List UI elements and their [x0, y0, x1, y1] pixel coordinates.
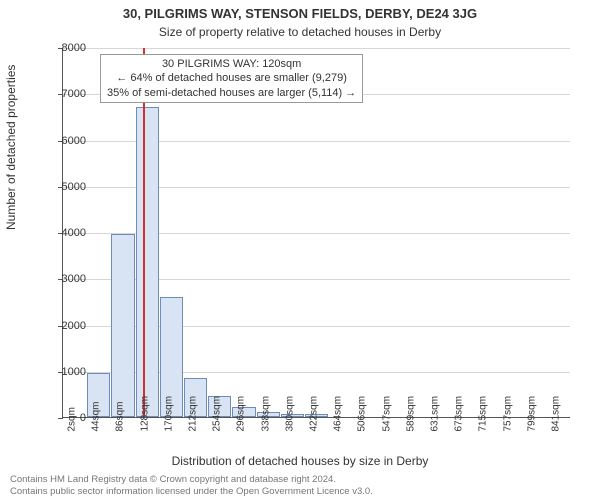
footer-line-1: Contains HM Land Registry data © Crown c… [10, 474, 373, 486]
y-tick-label: 4000 [46, 227, 86, 239]
x-axis-label: Distribution of detached houses by size … [0, 454, 600, 468]
annotation-box: 30 PILGRIMS WAY: 120sqm← 64% of detached… [100, 54, 363, 103]
y-tick-label: 6000 [46, 135, 86, 147]
marker-line [143, 48, 145, 417]
y-axis-label: Number of detached properties [4, 65, 18, 230]
y-tick-label: 5000 [46, 181, 86, 193]
y-tick-label: 1000 [46, 366, 86, 378]
plot-area [62, 48, 570, 418]
annotation-line-3: 35% of semi-detached houses are larger (… [107, 86, 356, 100]
chart-title: 30, PILGRIMS WAY, STENSON FIELDS, DERBY,… [0, 0, 600, 21]
histogram-bar [111, 234, 134, 417]
histogram-bar [136, 107, 159, 417]
footer: Contains HM Land Registry data © Crown c… [10, 474, 373, 498]
y-tick-label: 2000 [46, 320, 86, 332]
chart-subtitle: Size of property relative to detached ho… [0, 21, 600, 45]
annotation-line-2: ← 64% of detached houses are smaller (9,… [107, 71, 356, 85]
y-tick-label: 7000 [46, 88, 86, 100]
footer-line-2: Contains public sector information licen… [10, 486, 373, 498]
annotation-line-1: 30 PILGRIMS WAY: 120sqm [107, 57, 356, 71]
y-tick-label: 3000 [46, 273, 86, 285]
y-tick-label: 8000 [46, 42, 86, 54]
